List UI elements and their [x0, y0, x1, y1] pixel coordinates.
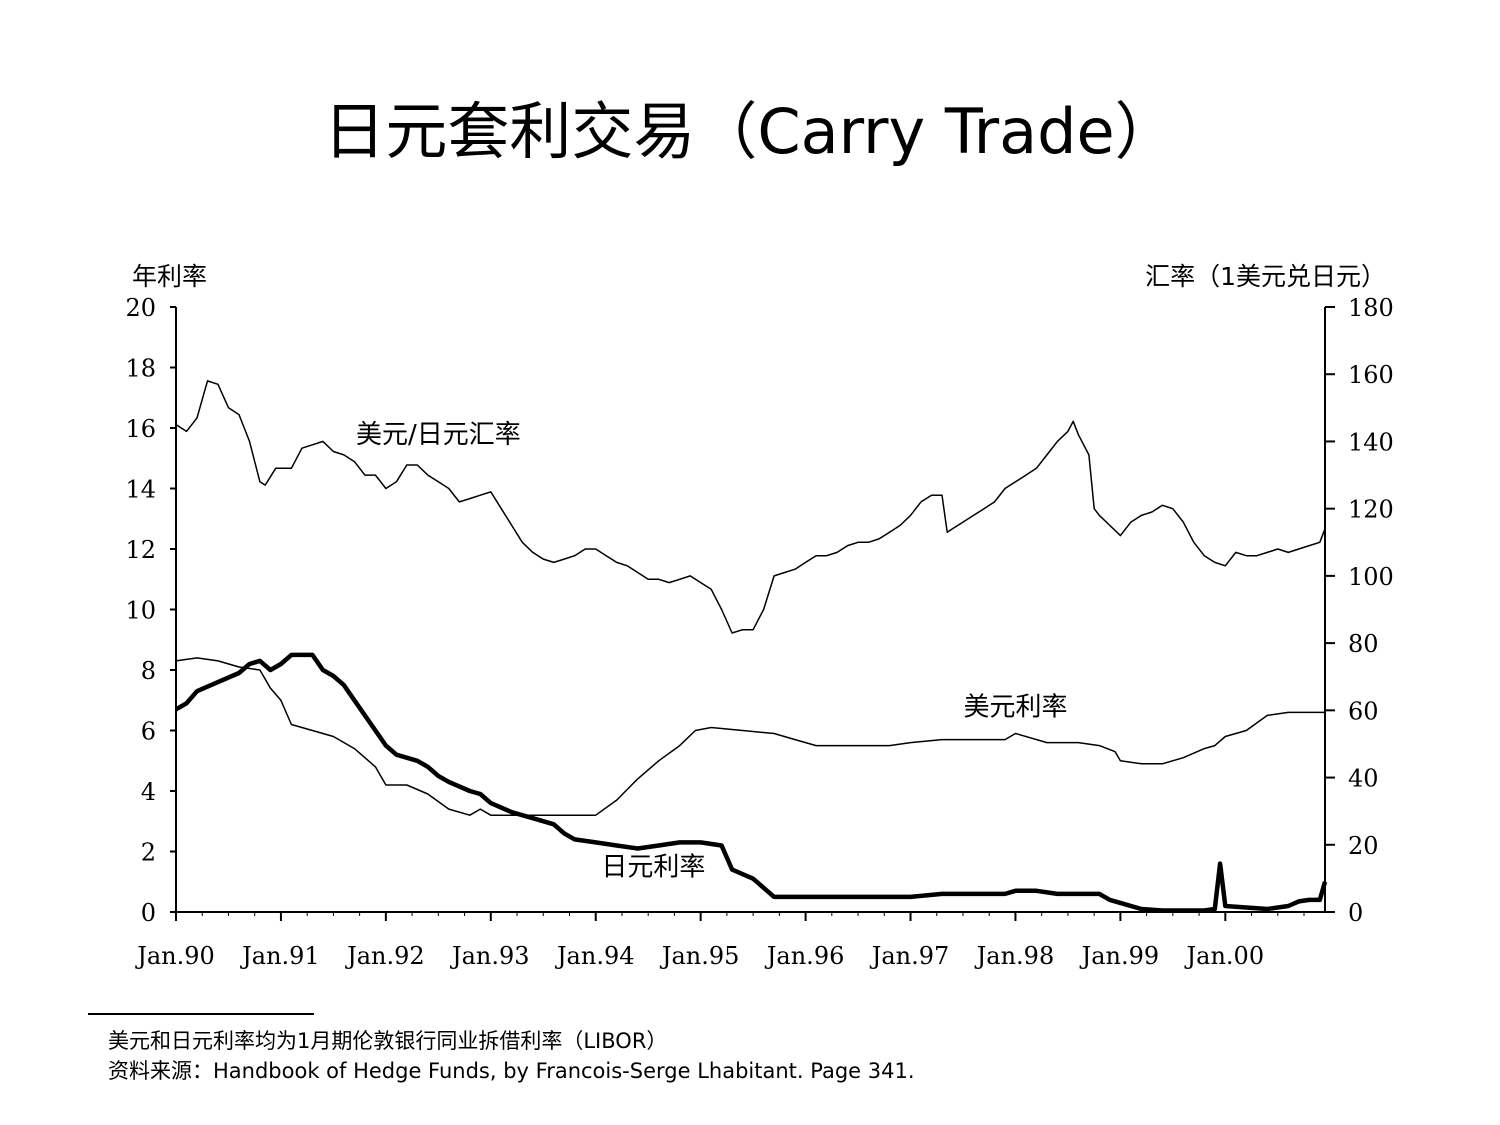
series-annotation-label: 日元利率: [601, 853, 705, 883]
x-tick-label: Jan.94: [554, 942, 635, 970]
series-annotation-label: 美元/日元汇率: [356, 420, 521, 450]
left-tick-label: 4: [141, 778, 156, 806]
left-tick-label: 16: [125, 415, 156, 443]
right-axis-title: 汇率（1美元兑日元）: [1145, 262, 1386, 291]
right-tick-label: 20: [1348, 832, 1379, 860]
x-tick-label: Jan.96: [764, 942, 845, 970]
left-tick-label: 2: [141, 839, 156, 867]
x-tick-label: Jan.93: [449, 942, 530, 970]
x-tick-label: Jan.99: [1079, 942, 1160, 970]
right-tick-label: 120: [1348, 496, 1394, 524]
x-tick-label: Jan.90: [134, 942, 215, 970]
left-axis-title: 年利率: [132, 262, 207, 291]
x-tick-label: Jan.92: [344, 942, 425, 970]
left-tick-label: 20: [125, 294, 156, 322]
series-annotation-label: 美元利率: [963, 692, 1067, 722]
left-tick-label: 6: [141, 718, 156, 746]
x-tick-label: Jan.91: [239, 942, 320, 970]
x-tick-label: Jan.97: [869, 942, 950, 970]
left-tick-label: 10: [125, 597, 156, 625]
series-line-美元利率: [175, 657, 1325, 816]
footnote-libor-note: 美元和日元利率均为1月期伦敦银行同业拆借利率（LIBOR）: [108, 1029, 668, 1053]
right-tick-label: 100: [1348, 563, 1394, 591]
left-tick-label: 0: [141, 899, 156, 927]
right-tick-label: 80: [1348, 630, 1379, 658]
x-tick-label: Jan.00: [1184, 942, 1265, 970]
right-tick-label: 0: [1348, 899, 1363, 927]
right-tick-label: 140: [1348, 428, 1394, 456]
right-tick-label: 180: [1348, 294, 1394, 322]
left-tick-label: 14: [125, 476, 156, 504]
right-tick-label: 40: [1348, 765, 1379, 793]
footnote-divider: [88, 1013, 314, 1015]
left-tick-label: 8: [141, 657, 156, 685]
footnote-source: 资料来源：Handbook of Hedge Funds, by Francoi…: [108, 1059, 915, 1083]
series-line-美元/日元汇率: [175, 380, 1326, 634]
right-tick-label: 160: [1348, 361, 1394, 389]
x-tick-label: Jan.98: [974, 942, 1055, 970]
left-tick-label: 12: [125, 536, 156, 564]
series-line-日元利率: [174, 652, 1328, 913]
x-tick-label: Jan.95: [659, 942, 740, 970]
left-tick-label: 18: [125, 355, 156, 383]
slide-title: 日元套利交易（Carry Trade）: [323, 95, 1177, 168]
right-tick-label: 60: [1348, 697, 1379, 725]
